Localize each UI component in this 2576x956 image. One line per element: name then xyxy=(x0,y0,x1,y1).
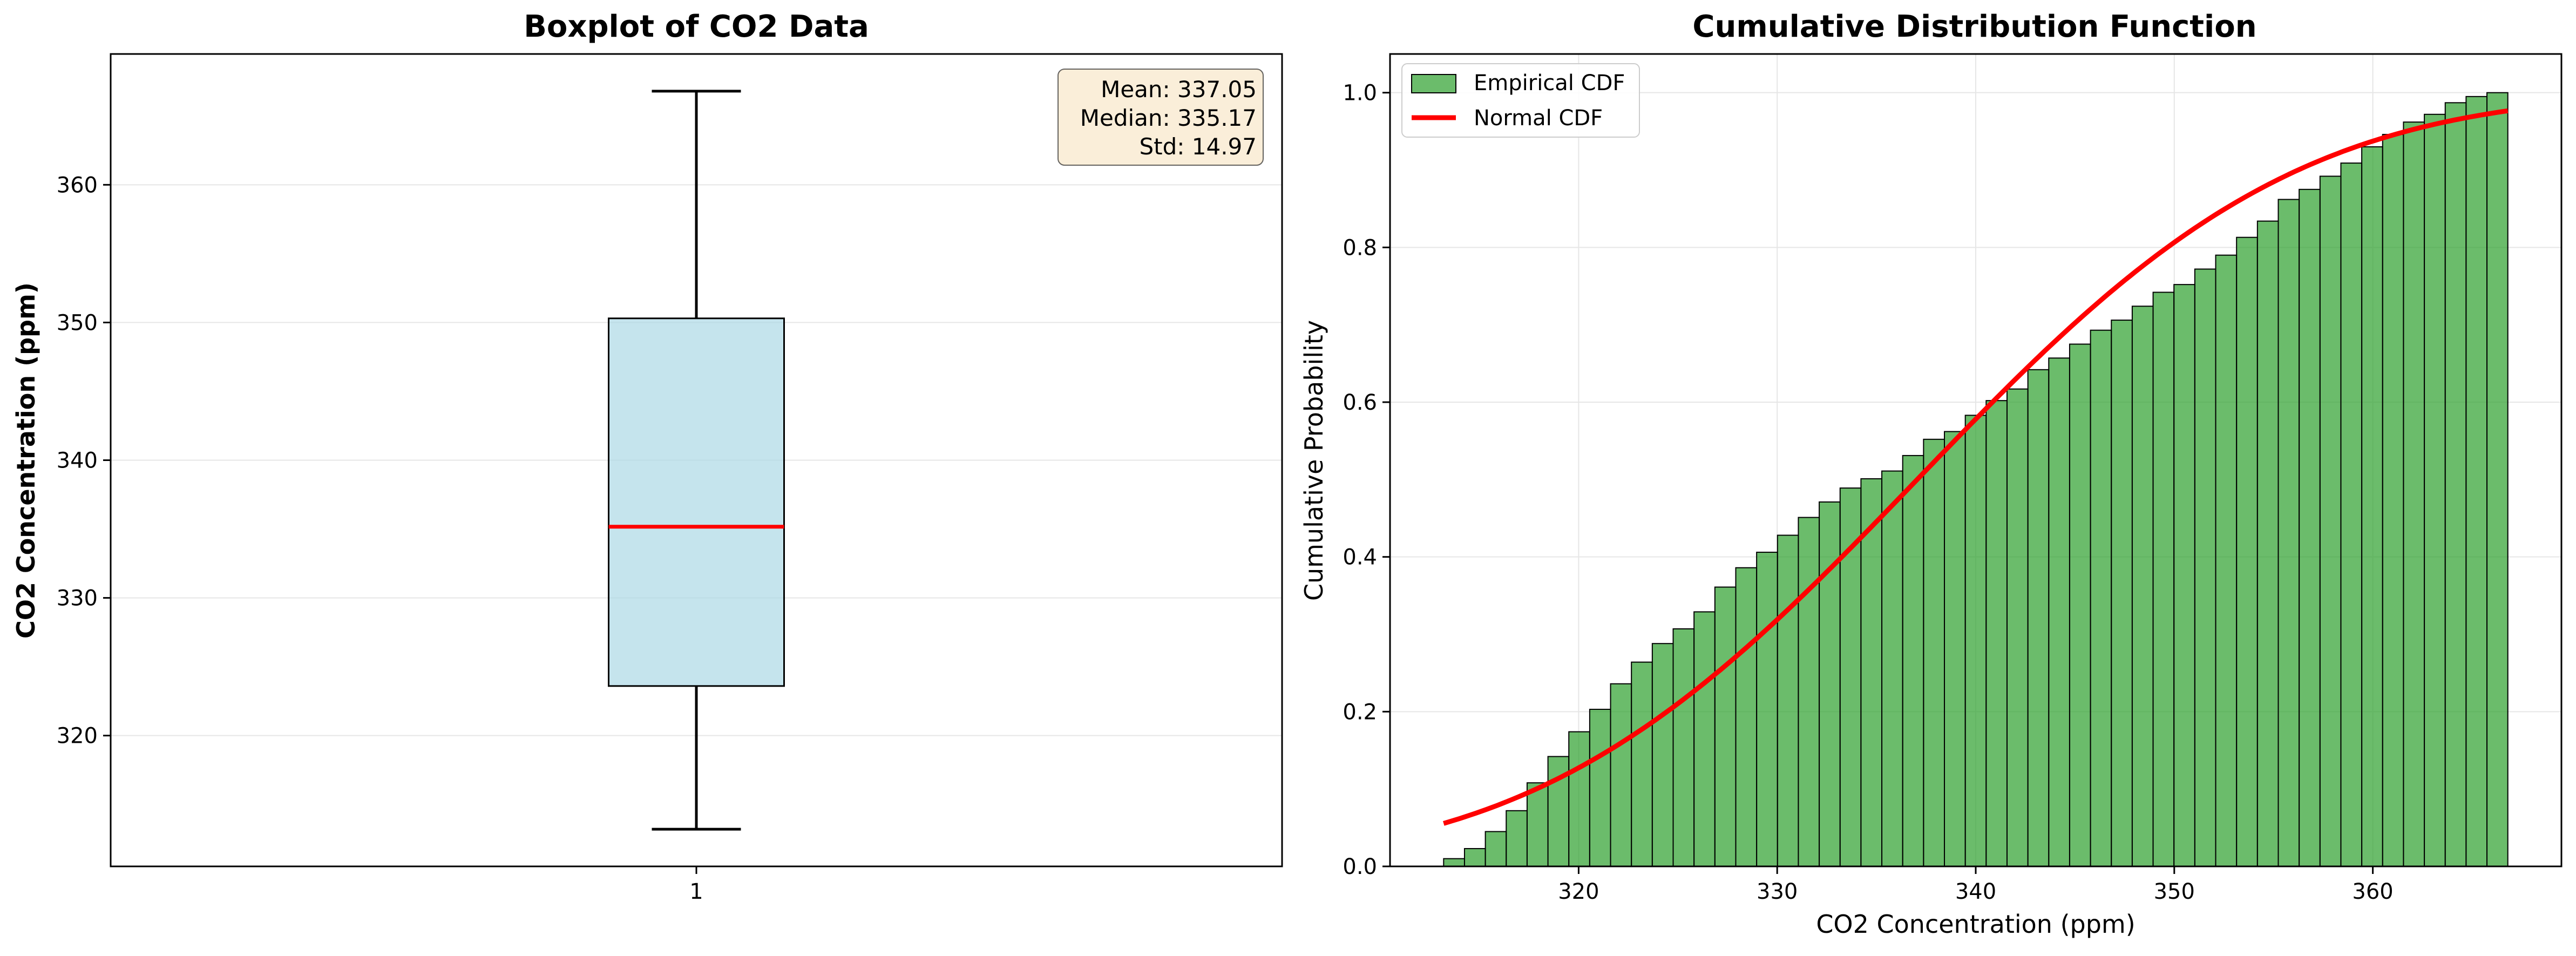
cdf-x-axis-label: CO2 Concentration (ppm) xyxy=(1816,910,2135,939)
cdf-panel: Cumulative Distribution Function 0.00.20… xyxy=(1299,9,2563,939)
empirical-cdf-bar xyxy=(2444,102,2467,867)
empirical-cdf-bar xyxy=(1881,470,1903,867)
empirical-cdf-bar xyxy=(1693,611,1716,867)
empirical-cdf-bar xyxy=(2152,291,2175,867)
boxplot-y-tick-label: 330 xyxy=(57,586,98,611)
stats-box-background xyxy=(1057,69,1264,166)
boxplot-y-tick-label: 340 xyxy=(57,449,98,473)
empirical-cdf-bar xyxy=(1672,628,1695,867)
empirical-cdf-bar xyxy=(1985,400,2008,867)
cdf-y-tick-label: 0.4 xyxy=(1343,545,1377,570)
legend-frame xyxy=(1401,63,1640,138)
cdf-x-tick-label: 350 xyxy=(2154,879,2195,904)
cdf-x-tick-label: 360 xyxy=(2352,879,2393,904)
empirical-cdf-bar xyxy=(2299,188,2321,867)
empirical-cdf-bar xyxy=(1777,534,1799,867)
legend-label-empirical: Empirical CDF xyxy=(1474,71,1625,96)
boxplot-box-group xyxy=(608,90,785,831)
cdf-y-tick-label: 0.0 xyxy=(1343,855,1377,879)
empirical-cdf-bar xyxy=(2382,134,2404,867)
boxplot-title: Boxplot of CO2 Data xyxy=(524,9,869,44)
empirical-cdf-bar xyxy=(1651,643,1674,867)
cdf-y-tick-label: 0.6 xyxy=(1343,390,1377,415)
empirical-cdf-bar xyxy=(1568,731,1590,867)
boxplot-y-tick-label: 320 xyxy=(57,724,98,749)
empirical-cdf-bar xyxy=(1923,438,1945,867)
empirical-cdf-bar xyxy=(2236,236,2258,867)
stats-mean: Mean: 337.05 xyxy=(1101,76,1257,103)
cdf-x-ticks: 320 330 340 350 360 xyxy=(1558,866,2394,904)
empirical-cdf-bar xyxy=(1735,567,1758,867)
empirical-cdf-bar xyxy=(1443,858,1465,867)
empirical-cdf-bar xyxy=(2048,357,2070,867)
empirical-cdf-bar xyxy=(2424,113,2446,867)
empirical-cdf-bar xyxy=(1610,683,1632,867)
empirical-cdf-bar xyxy=(1902,455,1924,867)
stats-median: Median: 335.17 xyxy=(1080,105,1257,131)
empirical-cdf-bar xyxy=(1631,661,1653,867)
empirical-cdf-bar xyxy=(1964,415,1987,867)
cdf-y-ticks: 0.0 0.2 0.4 0.6 0.8 1.0 xyxy=(1343,81,1390,879)
empirical-cdf-bar xyxy=(1819,501,1841,867)
boxplot-y-axis-label: CO2 Concentration (ppm) xyxy=(11,282,40,639)
empirical-cdf-bar xyxy=(2256,220,2279,867)
empirical-cdf-bar xyxy=(1506,810,1528,867)
empirical-cdf-bar xyxy=(2131,306,2154,867)
empirical-cdf-bar xyxy=(1756,552,1778,867)
empirical-cdf-bar xyxy=(2194,268,2216,867)
empirical-cdf-bar xyxy=(2486,92,2509,867)
stats-box: Mean: 337.05 Median: 335.17 Std: 14.97 xyxy=(1057,69,1264,166)
cdf-x-tick-label: 340 xyxy=(1955,879,1996,904)
empirical-cdf-bar xyxy=(1714,586,1737,867)
empirical-cdf-bar xyxy=(1944,431,1966,867)
empirical-cdf-bar xyxy=(2277,199,2300,867)
legend-swatch-empirical xyxy=(1411,74,1456,93)
box-iqr xyxy=(608,317,785,687)
empirical-cdf-bar xyxy=(1484,831,1507,867)
empirical-cdf-bar xyxy=(2403,121,2425,867)
cdf-x-tick-label: 320 xyxy=(1558,879,1599,904)
empirical-cdf-bar xyxy=(1526,782,1549,867)
cdf-y-tick-label: 0.8 xyxy=(1343,235,1377,260)
empirical-cdf-bar xyxy=(2069,343,2091,867)
empirical-cdf-bar xyxy=(2340,162,2363,867)
normal-cdf-line xyxy=(1442,108,2509,826)
empirical-cdf-bar xyxy=(2111,320,2133,867)
cdf-y-tick-label: 1.0 xyxy=(1343,81,1377,106)
empirical-cdf-bar xyxy=(1589,709,1611,867)
boxplot-y-tick-label: 350 xyxy=(57,310,98,335)
empirical-cdf-bar xyxy=(2361,146,2383,867)
cdf-y-axis-label: Cumulative Probability xyxy=(1299,320,1328,601)
empirical-cdf-bar xyxy=(2090,329,2112,867)
cdf-x-tick-label: 330 xyxy=(1757,879,1798,904)
boxplot-x-tick-label: 1 xyxy=(689,879,703,904)
empirical-cdf-bar xyxy=(2006,388,2029,867)
stats-std: Std: 14.97 xyxy=(1139,133,1257,160)
empirical-cdf-bar xyxy=(1860,478,1883,867)
boxplot-x-ticks: 1 xyxy=(689,866,703,904)
boxplot-y-tick-label: 360 xyxy=(57,173,98,198)
empirical-cdf-bars xyxy=(1443,92,2509,867)
empirical-cdf-bar xyxy=(2319,175,2342,867)
cdf-y-tick-label: 0.2 xyxy=(1343,700,1377,724)
empirical-cdf-bar xyxy=(2027,369,2050,867)
cdf-title: Cumulative Distribution Function xyxy=(1692,9,2256,44)
boxplot-panel: Boxplot of CO2 Data 320 330 340 350 360 1 CO… xyxy=(11,9,1283,904)
legend-label-normal: Normal CDF xyxy=(1474,106,1603,131)
cdf-legend: Empirical CDF Normal CDF xyxy=(1401,63,1640,138)
empirical-cdf-bar xyxy=(1798,517,1820,867)
empirical-cdf-bar xyxy=(2173,284,2195,867)
empirical-cdf-bar xyxy=(1463,848,1486,867)
empirical-cdf-bar xyxy=(2465,96,2488,867)
boxplot-y-ticks: 320 330 340 350 360 xyxy=(57,173,111,749)
empirical-cdf-bar xyxy=(2215,254,2238,867)
